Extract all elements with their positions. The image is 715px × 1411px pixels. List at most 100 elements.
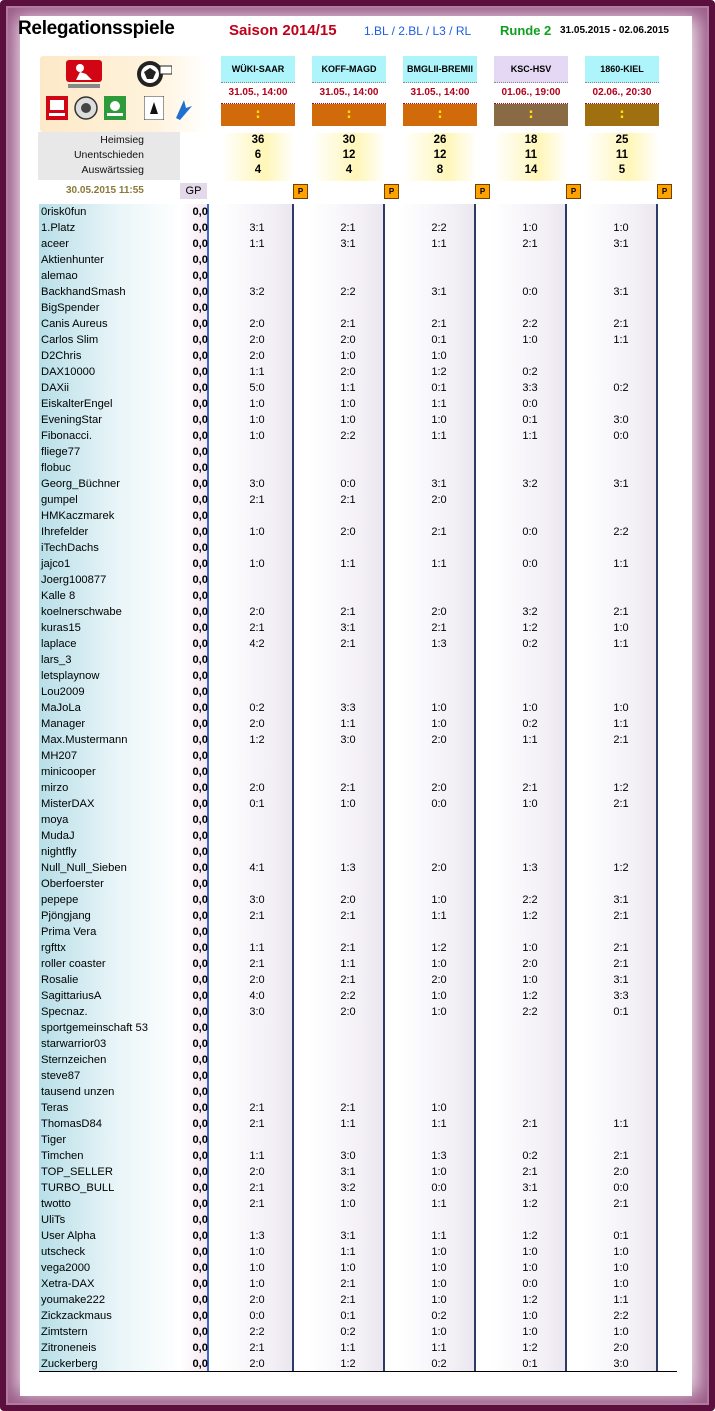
game-teams: BMGLII-BREMII <box>403 56 477 83</box>
tip-column-bg <box>400 204 474 1372</box>
player-name: DAX10000 <box>41 366 96 378</box>
player-name: Kalle 8 <box>41 590 76 602</box>
player-name: laplace <box>41 638 77 650</box>
game-header-3: BMGLII-BREMII 31.05., 14:00: <box>403 56 477 126</box>
player-tip: 4:2 <box>249 638 265 650</box>
player-name: Joerg100877 <box>41 574 107 586</box>
player-tip: 1:0 <box>431 1326 447 1338</box>
player-tip: 1:1 <box>340 382 356 394</box>
player-gp: 0,0 <box>192 670 208 682</box>
player-tip: 1:0 <box>613 622 629 634</box>
game-kickoff: 31.05., 14:00 <box>312 83 386 104</box>
table-row: Timchen 0,0 1:1 3:0 1:3 0:2 2:1 <box>0 1148 715 1164</box>
player-tip: 1:0 <box>613 1246 629 1258</box>
table-row: Specnaz. 0,0 3:0 2:0 1:0 2:2 0:1 <box>0 1004 715 1020</box>
table-row: Zimtstern 0,0 2:2 0:2 1:0 1:0 1:0 <box>0 1324 715 1340</box>
prediction-button[interactable]: P <box>475 184 490 199</box>
player-tip: 1:1 <box>431 238 447 250</box>
player-tip: 2:0 <box>613 1342 629 1354</box>
player-name: utscheck <box>41 1246 86 1258</box>
player-tip: 1:2 <box>340 1358 356 1370</box>
player-name: Tiger <box>41 1134 67 1146</box>
prediction-button[interactable]: P <box>657 184 672 199</box>
player-tip: 3:0 <box>249 478 265 490</box>
player-tip: 2:1 <box>431 622 447 634</box>
table-row: jajco1 0,0 1:0 1:1 1:1 0:0 1:1 <box>0 556 715 572</box>
player-name: starwarrior03 <box>41 1038 107 1050</box>
table-row: youmake222 0,0 2:0 2:1 1:0 1:2 1:1 <box>0 1292 715 1308</box>
player-tip: 1:0 <box>340 414 356 426</box>
player-gp: 0,0 <box>192 862 208 874</box>
prediction-button[interactable]: P <box>384 184 399 199</box>
table-row: Lou2009 0,0 <box>0 684 715 700</box>
game-kickoff: 02.06., 20:30 <box>585 83 659 104</box>
player-tip: 1:0 <box>340 798 356 810</box>
player-tip: 0:1 <box>613 1230 629 1242</box>
player-name: sportgemeinschaft 53 <box>41 1022 148 1034</box>
table-row: Max.Mustermann 0,0 1:2 3:0 2:0 1:1 2:1 <box>0 732 715 748</box>
player-tip: 0:1 <box>613 1006 629 1018</box>
player-name: 0risk0fun <box>41 206 87 218</box>
game-teams: WÜKI-SAAR <box>221 56 295 83</box>
prediction-button[interactable]: P <box>293 184 308 199</box>
player-name: D2Chris <box>41 350 82 362</box>
player-gp: 0,0 <box>192 1310 208 1322</box>
player-gp: 0,0 <box>192 894 208 906</box>
player-gp: 0,0 <box>192 510 208 522</box>
game-stats: 18 11 14 <box>494 133 568 181</box>
table-row: mirzo 0,0 2:0 2:1 2:0 2:1 1:2 <box>0 780 715 796</box>
player-tip: 1:1 <box>340 1118 356 1130</box>
tip-column-bg <box>582 204 656 1372</box>
table-row: laplace 0,0 4:2 2:1 1:3 0:2 1:1 <box>0 636 715 652</box>
player-tip: 2:1 <box>249 1198 265 1210</box>
table-row: koelnerschwabe 0,0 2:0 2:1 2:0 3:2 2:1 <box>0 604 715 620</box>
player-gp: 0,0 <box>192 734 208 746</box>
table-row: Ihrefelder 0,0 1:0 2:0 2:1 0:0 2:2 <box>0 524 715 540</box>
player-tip: 1:0 <box>431 894 447 906</box>
player-tip: 1:1 <box>522 430 538 442</box>
player-tip: 0:0 <box>340 478 356 490</box>
player-name: BackhandSmash <box>41 286 126 298</box>
player-tip: 2:1 <box>613 606 629 618</box>
player-name: Pjöngjang <box>41 910 91 922</box>
player-tip: 0:1 <box>249 798 265 810</box>
player-tip: 1:0 <box>431 1262 447 1274</box>
player-tip: 1:1 <box>340 1342 356 1354</box>
table-row: moya 0,0 <box>0 812 715 828</box>
prediction-button[interactable]: P <box>566 184 581 199</box>
table-row: Teras 0,0 2:1 2:1 1:0 <box>0 1100 715 1116</box>
table-row: twotto 0,0 2:1 1:0 1:1 1:2 2:1 <box>0 1196 715 1212</box>
player-gp: 0,0 <box>192 1166 208 1178</box>
player-name: Zuckerberg <box>41 1358 98 1370</box>
game-teams: 1860-KIEL <box>585 56 659 83</box>
player-gp: 0,0 <box>192 1038 208 1050</box>
player-gp: 0,0 <box>192 334 208 346</box>
table-row: BigSpender 0,0 <box>0 300 715 316</box>
player-name: User Alpha <box>41 1230 96 1242</box>
tip-column-divider <box>383 204 385 1372</box>
player-name: steve87 <box>41 1070 81 1082</box>
player-name: vega2000 <box>41 1262 91 1274</box>
table-row: Georg_Büchner 0,0 3:0 0:0 3:1 3:2 3:1 <box>0 476 715 492</box>
player-tip: 1:0 <box>340 1262 356 1274</box>
player-name: TOP_SELLER <box>41 1166 113 1178</box>
table-row: Null_Null_Sieben 0,0 4:1 1:3 2:0 1:3 1:2 <box>0 860 715 876</box>
player-name: MudaJ <box>41 830 75 842</box>
player-name: Manager <box>41 718 86 730</box>
game-header-5: 1860-KIEL 02.06., 20:30: <box>585 56 659 126</box>
player-name: Specnaz. <box>41 1006 88 1018</box>
player-tip: 2:0 <box>522 958 538 970</box>
game-header-2: KOFF-MAGD 31.05., 14:00: <box>312 56 386 126</box>
player-gp: 0,0 <box>192 350 208 362</box>
table-row: MisterDAX 0,0 0:1 1:0 0:0 1:0 2:1 <box>0 796 715 812</box>
player-tip: 1:0 <box>522 334 538 346</box>
table-row: Sternzeichen 0,0 <box>0 1052 715 1068</box>
table-row: MudaJ 0,0 <box>0 828 715 844</box>
player-tip: 1:0 <box>522 1326 538 1338</box>
player-tip: 2:0 <box>431 734 447 746</box>
player-gp: 0,0 <box>192 398 208 410</box>
table-row: MH207 0,0 <box>0 748 715 764</box>
table-row: Joerg100877 0,0 <box>0 572 715 588</box>
player-gp: 0,0 <box>192 910 208 922</box>
player-name: TURBO_BULL <box>41 1182 115 1194</box>
